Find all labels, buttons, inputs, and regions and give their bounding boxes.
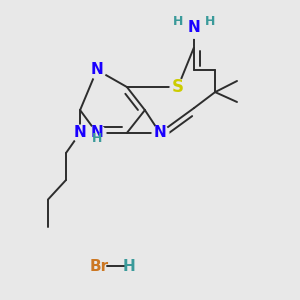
Text: H: H (123, 259, 135, 274)
Text: S: S (172, 78, 184, 96)
Text: H: H (173, 15, 184, 28)
Text: H: H (92, 132, 102, 145)
Text: Br: Br (89, 259, 109, 274)
Text: N: N (154, 125, 166, 140)
Text: H: H (205, 15, 215, 28)
Text: N: N (91, 62, 103, 77)
Text: N: N (91, 125, 103, 140)
Text: N: N (74, 125, 86, 140)
Text: N: N (188, 20, 200, 35)
